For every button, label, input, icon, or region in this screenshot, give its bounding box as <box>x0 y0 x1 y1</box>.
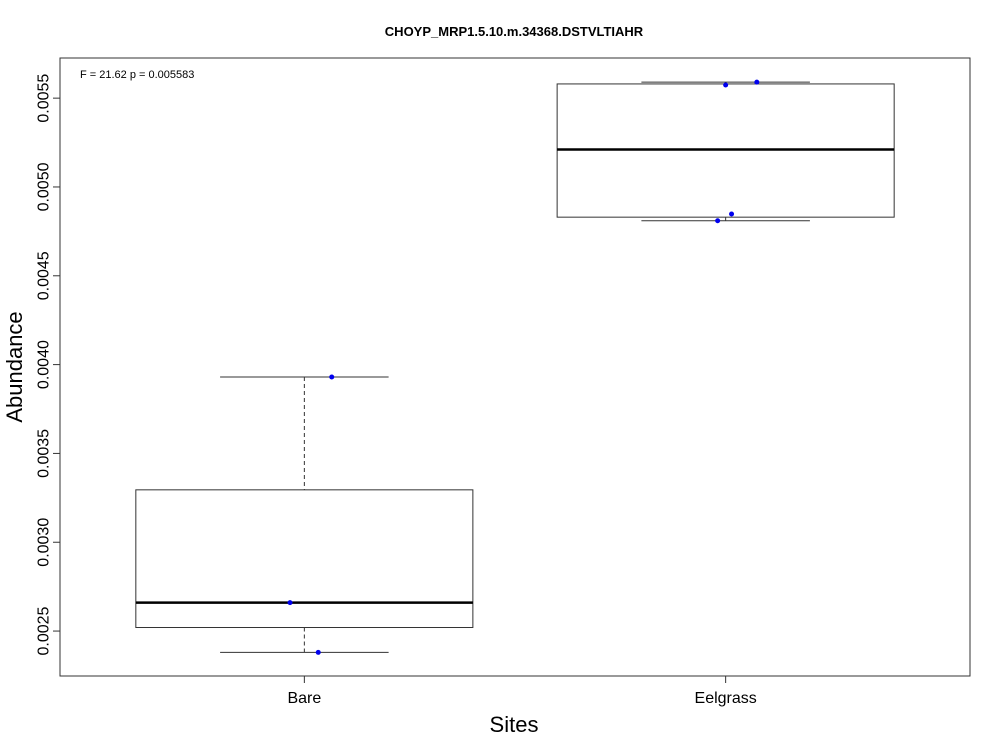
data-point <box>715 218 721 224</box>
y-axis-label: Abundance <box>2 311 27 422</box>
x-axis-label: Sites <box>490 712 539 737</box>
data-point <box>315 649 321 655</box>
data-point <box>729 211 735 217</box>
data-point <box>754 79 760 85</box>
y-tick-label: 0.0055 <box>36 74 53 123</box>
y-tick-label: 0.0030 <box>36 518 53 567</box>
data-point <box>287 600 293 606</box>
y-tick-label: 0.0040 <box>36 340 53 389</box>
y-tick-label: 0.0035 <box>36 429 53 478</box>
x-tick-label: Eelgrass <box>695 690 757 707</box>
chart-title: CHOYP_MRP1.5.10.m.34368.DSTVLTIAHR <box>385 24 644 39</box>
y-tick-label: 0.0025 <box>36 606 53 655</box>
y-tick-label: 0.0050 <box>36 162 53 211</box>
stats-annotation: F = 21.62 p = 0.005583 <box>80 69 194 81</box>
box-bare <box>135 489 474 629</box>
x-tick-label: Bare <box>287 690 321 707</box>
data-point <box>329 374 335 380</box>
y-tick-label: 0.0045 <box>36 251 53 300</box>
data-point <box>723 82 729 88</box>
